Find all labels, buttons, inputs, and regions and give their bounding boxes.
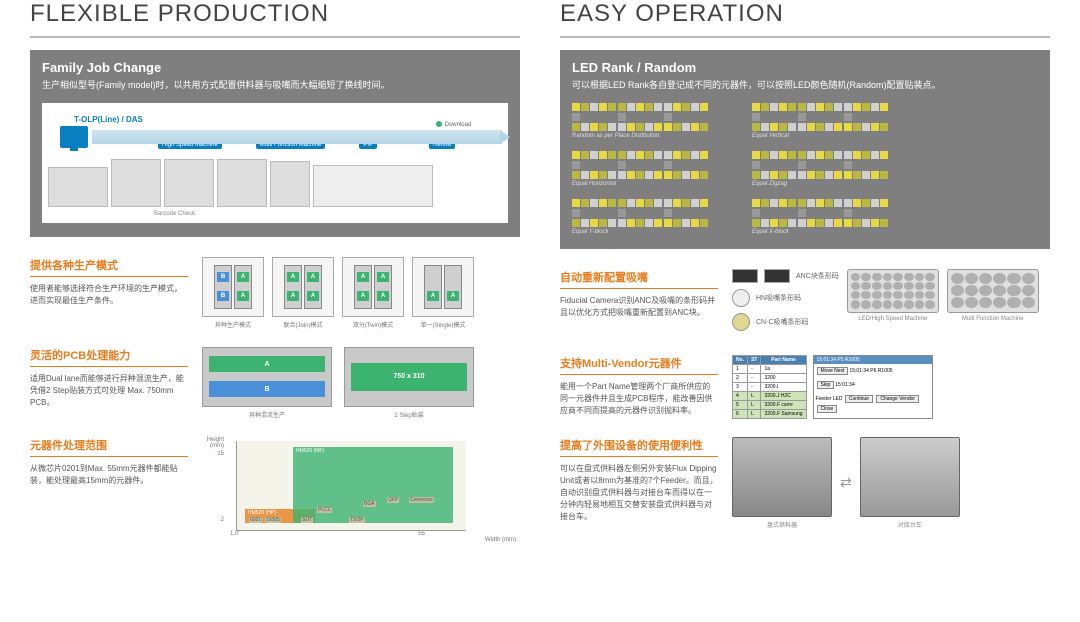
sect-title: 支持Multi-Vendor元器件 xyxy=(560,355,718,375)
sect-title: 提供各种生产模式 xyxy=(30,257,188,277)
x-axis-label: Width (mm) xyxy=(202,537,516,543)
sect-title: 元器件处理范围 xyxy=(30,437,188,457)
pcb-left-label: 异种混流生产 xyxy=(202,410,332,419)
right-column: EASY OPERATION LED Rank / Random 可以根据LED… xyxy=(560,0,1050,561)
heading-flexible: FLEXIBLE PRODUCTION xyxy=(30,0,520,28)
anc-label: ANC块条形码 xyxy=(796,271,839,281)
cnc-nozzle-icon xyxy=(732,313,750,331)
section-component-range: 元器件处理范围 从微芯片0201到Max. 55mm元器件都能贴装，能处理最高1… xyxy=(30,437,520,543)
banner-title: LED Rank / Random xyxy=(572,60,1038,75)
photo-label: 盘式供料器 xyxy=(732,520,832,529)
left-column: FLEXIBLE PRODUCTION Family Job Change 生产… xyxy=(30,0,520,561)
sect-desc: 适用Dual lane而能够进行异种混流生产，能凭借2 Step贴装方式可处理 … xyxy=(30,373,188,409)
photo-label: 对接台车 xyxy=(860,520,960,529)
move-next-button[interactable]: Move Next xyxy=(817,367,849,375)
close-button[interactable]: Close xyxy=(817,405,838,413)
hn-nozzle-icon xyxy=(732,289,750,307)
continue-button[interactable]: Continue xyxy=(845,395,873,403)
section-production-modes: 提供各种生产模式 使用者能够选择符合生产环境的生产模式，进而实现最佳生产条件。 … xyxy=(30,257,520,329)
sect-desc: 从微芯片0201到Max. 55mm元器件都能贴装，能处理最高15mm的元器件。 xyxy=(30,463,188,487)
anc-label: HN吸嘴条形码 xyxy=(756,293,801,303)
sect-title: 灵活的PCB处理能力 xyxy=(30,347,188,367)
sect-desc: 能用一个Part Name管理两个厂商所供应的同一元器件并且生成PCB程序，能改… xyxy=(560,381,718,417)
led-pattern-grids: Random as per Place DistibutionEqual Ver… xyxy=(572,103,1038,235)
popup-header: 15:01:34 P5 R1005 xyxy=(814,356,932,364)
family-job-banner: Family Job Change 生产相似型号(Family model)时，… xyxy=(30,50,520,237)
heading-easy: EASY OPERATION xyxy=(560,0,1050,28)
machine-label: LED/High Speed Machine xyxy=(847,316,939,322)
vendor-popup: 15:01:34 P5 R1005 Move Next15:01:34 P6 R… xyxy=(813,355,933,419)
change-vendor-button[interactable]: Change Vendor xyxy=(876,395,919,403)
tray-feeder-photo xyxy=(732,437,832,517)
swap-arrows-icon: ⇄ xyxy=(840,474,852,491)
pcb-lane-a: A xyxy=(209,356,325,372)
banner-title: Family Job Change xyxy=(42,60,508,75)
banner-desc: 生产相似型号(Family model)时，以共用方式配置供料器与吸嘴而大幅缩短… xyxy=(42,79,508,93)
skip-button[interactable]: Skip xyxy=(817,381,835,389)
part-table: No.STPart Name1-1a2-32003-3200.I4L3200.J… xyxy=(732,355,807,419)
sect-desc: Fiducial Camera识别ANC及吸嘴的条形码并且以优化方式把吸嘴重新配… xyxy=(560,295,718,319)
sect-title: 自动重新配置吸嘴 xyxy=(560,269,718,289)
banner-desc: 可以根据LED Rank各自登记成不同的元器件，可以按照LED颜色随机(Rand… xyxy=(572,79,1038,93)
sect-title: 提高了外围设备的使用便利性 xyxy=(560,437,718,457)
divider xyxy=(560,36,1050,38)
section-multi-vendor: 支持Multi-Vendor元器件 能用一个Part Name管理两个厂商所供应… xyxy=(560,355,1050,419)
section-pcb: 灵活的PCB处理能力 适用Dual lane而能够进行异种混流生产，能凭借2 S… xyxy=(30,347,520,419)
flow-arrow xyxy=(92,130,502,144)
section-peripheral: 提高了外围设备的使用便利性 可以在盘式供料器左侧另外安装Flux Dipping… xyxy=(560,437,1050,529)
production-line-diagram: T-OLP(Line) / DAS Download Job Change Co… xyxy=(42,103,508,223)
anc-barcode-icon xyxy=(732,269,758,283)
sect-desc: 可以在盘式供料器左侧另外安装Flux Dipping Unit或者以8mm为基准… xyxy=(560,463,718,523)
pcb-dim: 750 x 310 xyxy=(351,363,467,391)
pcb-right-label: 2 Step贴装 xyxy=(344,410,474,419)
component-range-chart: HM520 (HP)HM520 (MF)020121005SOTPLCCTSOP… xyxy=(236,441,466,531)
tray-mf xyxy=(947,269,1039,313)
sect-desc: 使用者能够选择符合生产环境的生产模式，进而实现最佳生产条件。 xyxy=(30,283,188,307)
docking-cart-photo xyxy=(860,437,960,517)
machine-row xyxy=(48,159,502,207)
section-nozzle-config: 自动重新配置吸嘴 Fiducial Camera识别ANC及吸嘴的条形码并且以优… xyxy=(560,269,1050,337)
barcode-label: Barcode Check xyxy=(154,211,502,217)
y-axis-label: Height (mm) xyxy=(202,437,224,449)
divider xyxy=(30,36,520,38)
tray-led xyxy=(847,269,939,313)
machine-label: Multi Function Machine xyxy=(947,316,1039,322)
monitor-icon xyxy=(60,126,88,148)
pcb-lane-b: B xyxy=(209,381,325,397)
anc-label: CN-C吸嘴条形码 xyxy=(756,317,809,327)
led-rank-banner: LED Rank / Random 可以根据LED Rank各自登记成不同的元器… xyxy=(560,50,1050,249)
